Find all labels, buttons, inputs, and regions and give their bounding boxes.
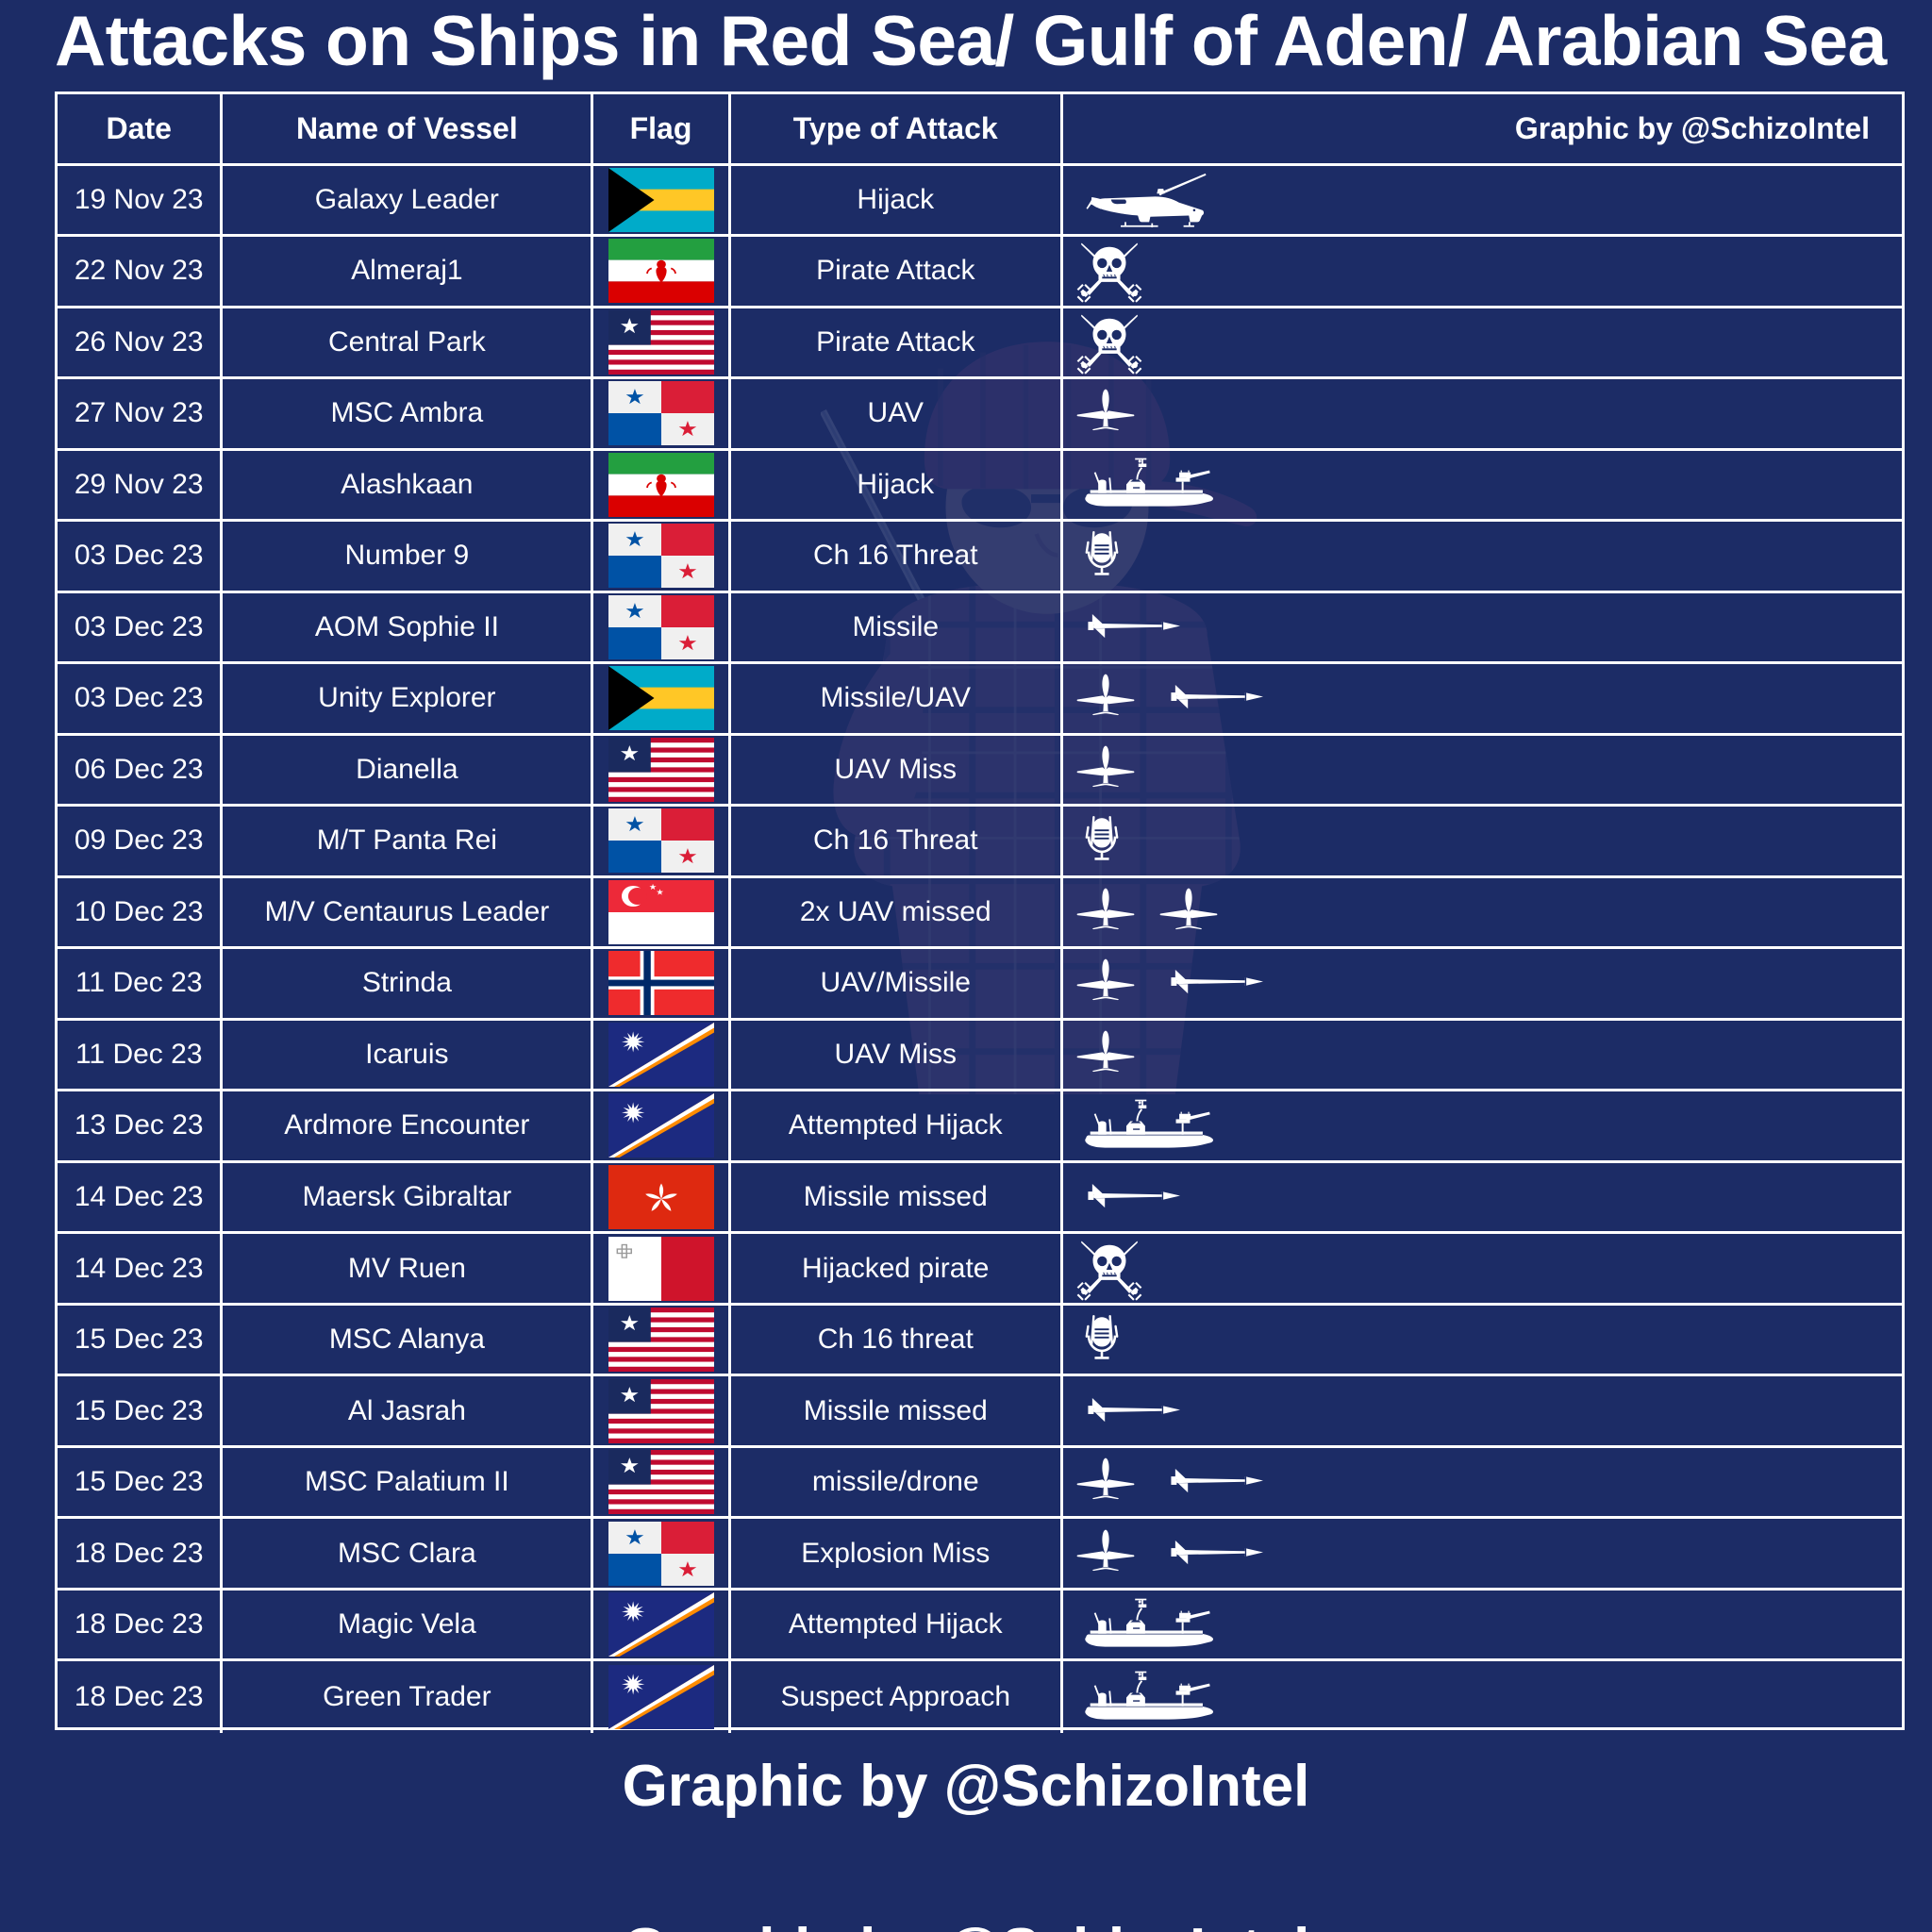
svg-text:★: ★ — [619, 1382, 640, 1406]
svg-text:★: ★ — [625, 812, 645, 836]
svg-text:★: ★ — [677, 417, 698, 441]
svg-text:★: ★ — [677, 559, 698, 583]
svg-text:★: ★ — [677, 1557, 698, 1580]
svg-text:★: ★ — [677, 631, 698, 655]
svg-text:★: ★ — [677, 844, 698, 868]
svg-text:★: ★ — [656, 888, 663, 897]
svg-text:★: ★ — [619, 1454, 640, 1477]
svg-text:★: ★ — [619, 314, 640, 338]
svg-text:★: ★ — [625, 599, 645, 623]
svg-text:★: ★ — [619, 1311, 640, 1335]
svg-text:★: ★ — [619, 741, 640, 765]
svg-text:★: ★ — [625, 1524, 645, 1548]
svg-text:★: ★ — [625, 527, 645, 551]
svg-text:★: ★ — [625, 385, 645, 408]
